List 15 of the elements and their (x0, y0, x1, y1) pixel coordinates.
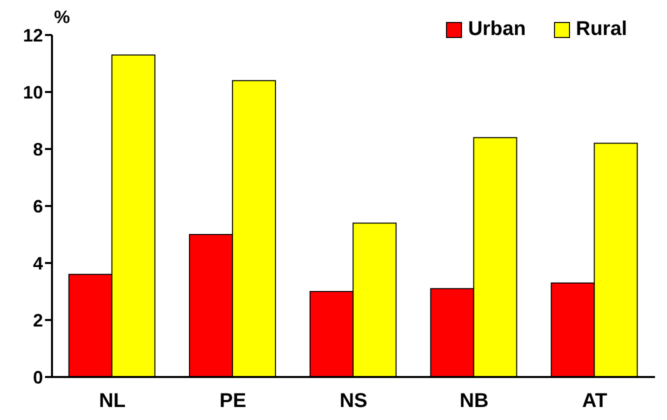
y-tick-label: 10 (22, 82, 43, 102)
legend-label: Rural (576, 18, 627, 41)
y-tick-label: 0 (32, 367, 43, 388)
y-tick-label: 12 (22, 25, 43, 46)
x-tick-label: AT (582, 390, 608, 412)
x-tick-label: NB (460, 390, 489, 412)
x-tick-label: NS (340, 390, 368, 412)
x-tick-label: PE (220, 390, 246, 412)
legend-label: Urban (468, 18, 526, 41)
y-tick-label: 2 (32, 310, 43, 330)
y-tick-label: 8 (32, 139, 43, 160)
y-tick-label: 6 (32, 196, 43, 216)
y-tick-label: 4 (32, 253, 43, 274)
y-axis-title: % (54, 7, 70, 27)
x-tick-label: NL (98, 390, 126, 412)
